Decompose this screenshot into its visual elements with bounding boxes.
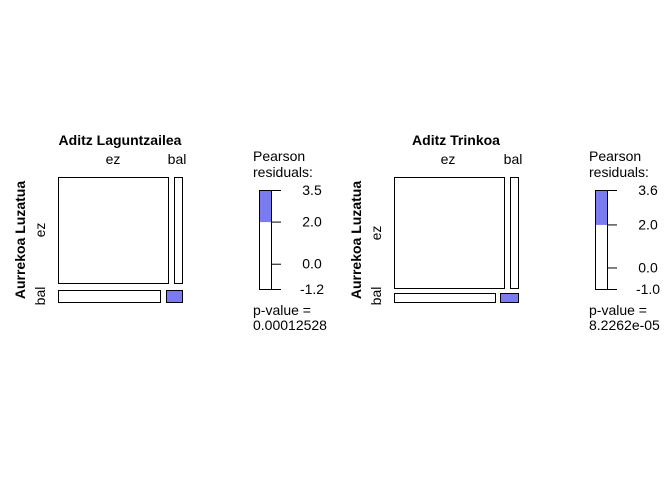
mosaic-cell — [500, 293, 519, 303]
p-value-label: p-value = — [589, 302, 647, 318]
legend-positive-band — [259, 190, 272, 223]
mosaic-cell — [510, 177, 519, 289]
legend-tick-label: 3.6 — [638, 182, 658, 198]
legend-tick-label: -1.2 — [300, 281, 324, 297]
row-level-label: ez — [368, 226, 384, 241]
legend-tick-label: 2.0 — [302, 214, 322, 230]
p-value-label: 0.00012528 — [253, 317, 327, 333]
column-level-label: bal — [168, 151, 187, 167]
mosaic-cell — [166, 290, 183, 303]
panel-title: Aditz Trinkoa — [412, 132, 500, 148]
row-variable-label: Aurrekoa Luzatua — [348, 181, 364, 299]
p-value-label: p-value = — [253, 302, 311, 318]
legend-bar — [259, 190, 272, 290]
row-level-label: bal — [368, 287, 384, 306]
panel-title: Aditz Laguntzailea — [59, 132, 182, 148]
legend-bar — [595, 190, 608, 290]
legend-title: Pearson — [589, 148, 641, 164]
row-level-label: ez — [32, 223, 48, 238]
mosaic-cell — [58, 177, 169, 284]
legend-tick-label: 0.0 — [302, 256, 322, 272]
row-level-label: bal — [32, 287, 48, 306]
mosaic-cell — [58, 290, 161, 303]
column-level-label: ez — [106, 151, 121, 167]
mosaic-cell — [394, 293, 496, 303]
column-level-label: ez — [441, 151, 456, 167]
legend-title: residuals: — [253, 164, 313, 180]
row-variable-label: Aurrekoa Luzatua — [12, 181, 28, 299]
legend-title: residuals: — [589, 164, 649, 180]
mosaic-cell — [174, 177, 183, 284]
legend-tick-label: 0.0 — [638, 259, 658, 275]
legend-tick-label: -1.0 — [636, 281, 660, 297]
legend-title: Pearson — [253, 148, 305, 164]
mosaic-cell — [394, 177, 505, 289]
legend-tick-label: 3.5 — [302, 182, 322, 198]
legend-tick-label: 2.0 — [638, 216, 658, 232]
column-level-label: bal — [504, 151, 523, 167]
legend-positive-band — [595, 190, 608, 225]
p-value-label: 8.2262e-05 — [589, 317, 660, 333]
